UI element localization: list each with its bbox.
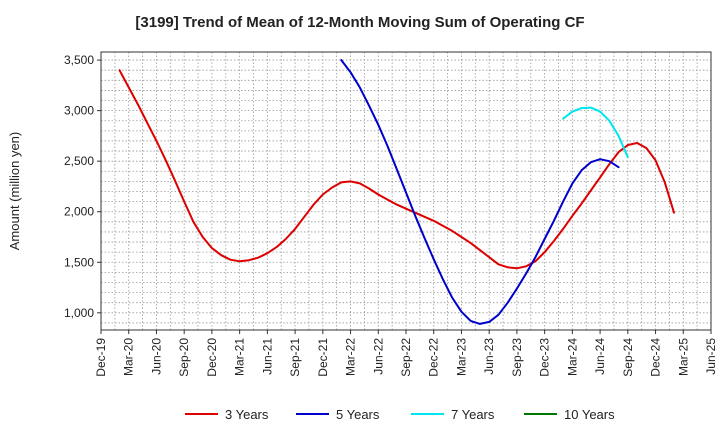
legend-label: 3 Years [225,407,269,422]
y-axis-ticks: 1,000 1,500 2,000 2,500 3,000 3,500 [64,53,101,320]
x-tick-label: Jun-22 [371,338,385,375]
legend: 3 Years 5 Years 7 Years 10 Years [185,407,615,422]
x-tick-label: Jun-24 [593,338,607,375]
series-line-3-years [118,69,675,270]
legend-label: 10 Years [564,407,615,422]
x-tick-label: Dec-20 [205,338,219,377]
x-tick-label: Sep-21 [288,338,302,377]
x-axis-ticks: Dec-19 Mar-20 Jun-20 Sep-20 Dec-20 Mar-21 Jun-… [94,330,718,377]
series-line-7-years [562,106,629,159]
y-axis-label: Amount (million yen) [7,132,22,251]
x-tick-label: Dec-22 [427,338,441,377]
x-tick-label: Dec-21 [316,338,330,377]
x-tick-label: Sep-24 [621,338,635,377]
chart-title: [3199] Trend of Mean of 12-Month Moving … [135,14,585,31]
x-tick-label: Dec-24 [649,338,663,377]
legend-item-3-years: 3 Years [185,407,269,422]
x-tick-label: Jun-23 [482,338,496,375]
legend-item-5-years: 5 Years [296,407,380,422]
y-tick-label: 1,500 [64,255,94,269]
x-tick-label: Sep-23 [510,338,524,377]
x-tick-label: Jun-25 [704,338,718,375]
legend-label: 7 Years [451,407,495,422]
grid [100,52,712,330]
legend-label: 5 Years [336,407,380,422]
legend-item-7-years: 7 Years [411,407,495,422]
x-tick-label: Mar-25 [676,338,690,376]
x-tick-label: Sep-22 [399,338,413,377]
y-tick-label: 2,500 [64,154,94,168]
y-tick-label: 3,000 [64,104,94,118]
y-tick-label: 2,000 [64,205,94,219]
x-tick-label: Mar-21 [233,338,247,376]
y-tick-label: 3,500 [64,53,94,67]
y-tick-label: 1,000 [64,306,94,320]
series-line-5-years [340,59,620,325]
x-tick-label: Jun-20 [149,338,163,375]
x-tick-label: Sep-20 [177,338,191,377]
x-tick-label: Jun-21 [260,338,274,375]
series-lines [118,59,675,325]
x-tick-label: Mar-24 [565,338,579,376]
x-tick-label: Dec-19 [94,338,108,377]
x-tick-label: Mar-22 [344,338,358,376]
x-tick-label: Mar-20 [122,338,136,376]
x-tick-label: Mar-23 [454,338,468,376]
x-tick-label: Dec-23 [538,338,552,377]
legend-item-10-years: 10 Years [524,407,615,422]
